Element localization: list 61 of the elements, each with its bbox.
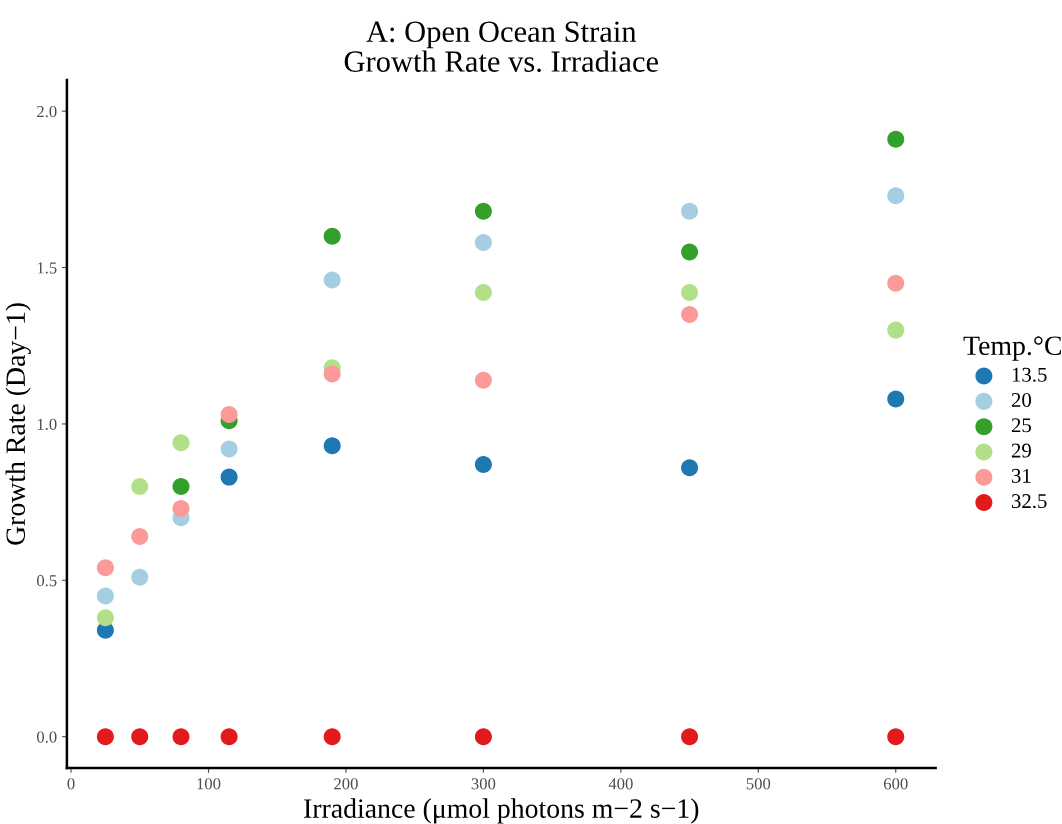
point: [131, 477, 149, 495]
point: [131, 728, 149, 746]
legend-label: 32.5: [1011, 494, 1047, 509]
y-tick-label: 2.0: [37, 105, 57, 118]
point: [474, 234, 492, 252]
point: [887, 321, 905, 339]
legend-label: 13.5: [1012, 367, 1047, 382]
point: [172, 434, 190, 452]
point: [681, 243, 699, 261]
x-tick-label: 100: [197, 778, 221, 790]
point: [887, 130, 905, 148]
point: [172, 499, 190, 517]
point: [887, 274, 905, 292]
point: [474, 371, 492, 389]
point: [681, 202, 699, 220]
x-tick-label: 500: [746, 778, 771, 790]
legend-label: 25: [1011, 418, 1031, 433]
chart-title: A: Open Ocean Strain Growth Rate vs. Irradiace: [344, 21, 659, 73]
point: [172, 477, 190, 495]
point: [681, 284, 699, 302]
point: [323, 728, 341, 746]
point: [96, 587, 114, 605]
point: [681, 305, 699, 323]
legend-title: Temp.°C: [963, 336, 1061, 361]
x-axis-title: Irradiance (μmol photons m−2 s−1): [304, 798, 699, 824]
y-tick-label: 0.0: [36, 731, 57, 743]
point: [131, 568, 149, 586]
point: [474, 202, 492, 220]
legend-label: 29: [1011, 443, 1031, 458]
x-tick-label: 600: [883, 778, 908, 790]
point: [172, 728, 190, 746]
point: [323, 437, 341, 455]
legend-label: 20: [1011, 392, 1032, 408]
point: [96, 559, 114, 577]
point: [220, 440, 238, 458]
point: [474, 728, 492, 746]
point: [474, 456, 492, 474]
point: [887, 187, 905, 205]
point: [96, 728, 114, 746]
point: [323, 365, 341, 383]
x-tick-label: 0: [67, 778, 75, 790]
point: [96, 609, 114, 627]
point: [220, 406, 238, 424]
y-tick-label: 1.5: [37, 262, 57, 274]
point: [220, 468, 238, 486]
point: [131, 528, 149, 546]
legend-label: 31: [1011, 468, 1031, 483]
point: [323, 271, 341, 289]
point: [323, 227, 341, 245]
point: [474, 284, 492, 302]
point: [887, 390, 905, 408]
y-tick-label: 1.0: [37, 418, 57, 430]
point: [220, 728, 238, 746]
y-tick-label: 0.5: [36, 575, 57, 587]
y-axis-title: Growth Rate (Day−1): [5, 303, 31, 545]
point: [681, 728, 699, 746]
x-tick-label: 200: [334, 778, 358, 790]
x-tick-label: 400: [608, 778, 633, 790]
point: [681, 459, 699, 477]
x-tick-label: 300: [471, 778, 496, 790]
point: [887, 728, 905, 746]
